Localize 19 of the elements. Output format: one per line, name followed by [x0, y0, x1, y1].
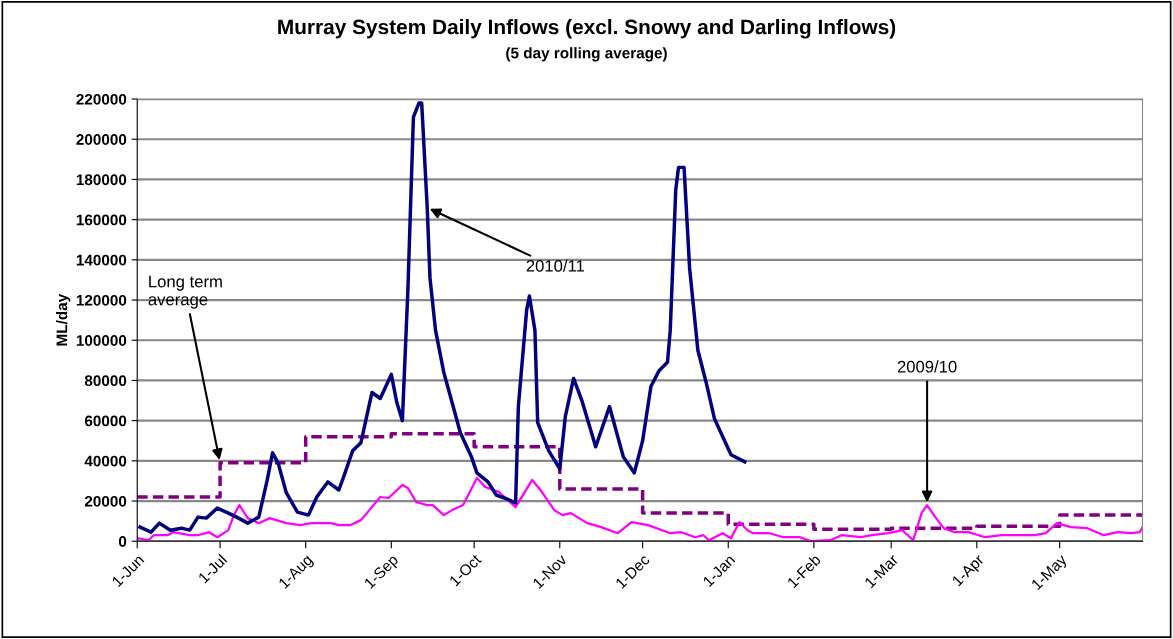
y-tick-label: 100000 [76, 335, 127, 346]
y-tick-label: 60000 [84, 415, 127, 427]
line-series [138, 101, 747, 534]
y-tick-label: 220000 [76, 93, 127, 105]
y-tick-label: 200000 [76, 134, 127, 145]
annotation: Long term average [148, 275, 222, 309]
y-tick-label: 120000 [76, 294, 127, 306]
y-axis-title: ML/day [56, 293, 71, 346]
y-tick-label: 40000 [84, 455, 127, 467]
y-tick-label: 0 [118, 536, 127, 547]
y-tick-label: 140000 [76, 254, 127, 266]
chart-subtitle: (5 day rolling average) [506, 47, 667, 62]
y-tick-label: 180000 [76, 174, 127, 186]
annotation: 2009/10 [897, 360, 957, 373]
chart-title: Murray System Daily Inflows (excl. Snowy and Darling Inflows) [278, 19, 896, 39]
y-tick-label: 20000 [84, 495, 127, 507]
annotation: 2010/11 [526, 259, 585, 272]
y-tick-label: 160000 [76, 214, 127, 226]
y-tick-label: 80000 [84, 375, 127, 387]
